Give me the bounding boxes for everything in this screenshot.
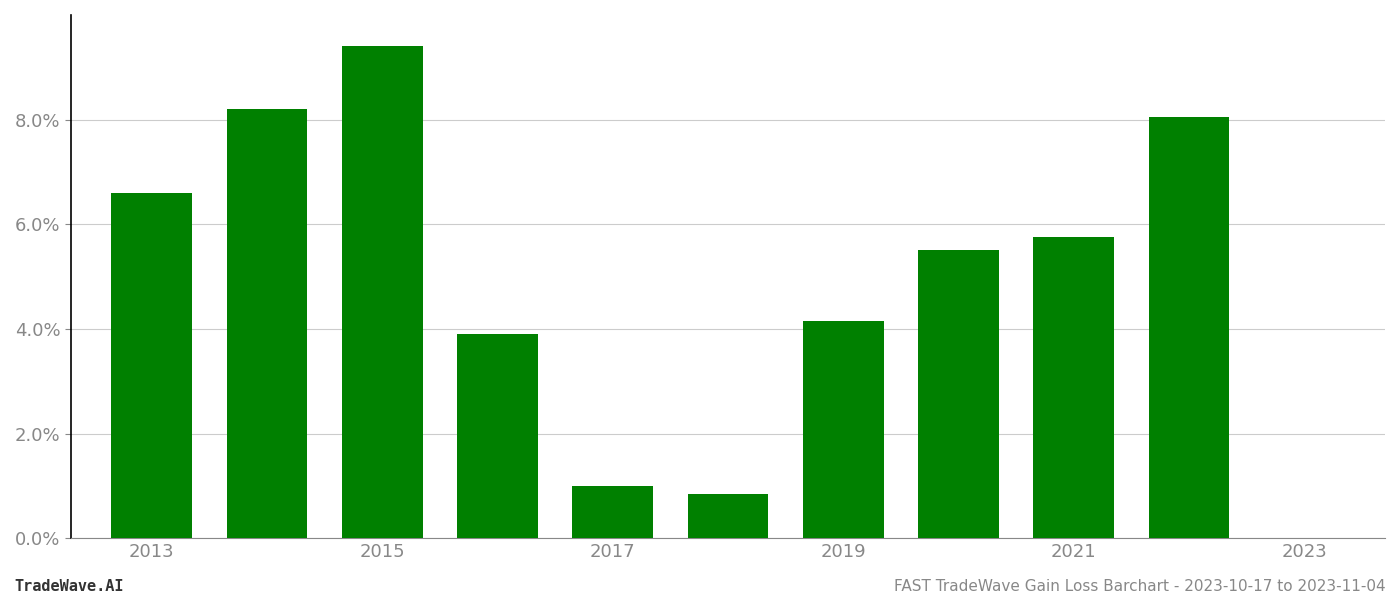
Bar bbox=[918, 250, 998, 538]
Bar bbox=[1149, 117, 1229, 538]
Bar bbox=[342, 46, 423, 538]
Bar bbox=[804, 321, 883, 538]
Bar bbox=[687, 494, 769, 538]
Bar bbox=[573, 486, 654, 538]
Text: TradeWave.AI: TradeWave.AI bbox=[14, 579, 123, 594]
Bar bbox=[1033, 238, 1114, 538]
Bar bbox=[458, 334, 538, 538]
Text: FAST TradeWave Gain Loss Barchart - 2023-10-17 to 2023-11-04: FAST TradeWave Gain Loss Barchart - 2023… bbox=[895, 579, 1386, 594]
Bar bbox=[112, 193, 192, 538]
Bar bbox=[227, 109, 308, 538]
